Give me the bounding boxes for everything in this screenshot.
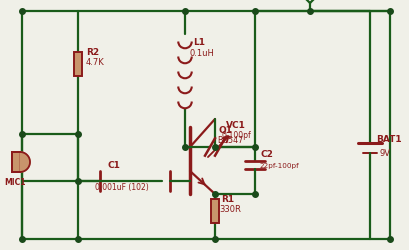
Text: R2: R2 bbox=[86, 48, 99, 57]
Text: L1: L1 bbox=[193, 38, 205, 47]
Text: C1: C1 bbox=[108, 160, 121, 169]
Text: Q1: Q1 bbox=[219, 126, 233, 134]
Bar bbox=[211, 199, 219, 223]
Text: BAT1: BAT1 bbox=[376, 134, 402, 143]
Text: C2: C2 bbox=[261, 150, 274, 158]
Bar bbox=[74, 53, 82, 77]
Text: BC547: BC547 bbox=[217, 136, 243, 144]
Text: 330R: 330R bbox=[219, 204, 241, 213]
Text: 9V: 9V bbox=[380, 148, 391, 157]
Text: 0.001uF (102): 0.001uF (102) bbox=[95, 182, 149, 191]
Text: 0-100pf: 0-100pf bbox=[222, 130, 252, 140]
Text: 22pf-100pf: 22pf-100pf bbox=[259, 162, 299, 168]
Text: R1: R1 bbox=[221, 194, 234, 203]
Text: 4.7K: 4.7K bbox=[86, 58, 105, 67]
Text: MIC1: MIC1 bbox=[4, 177, 25, 186]
Polygon shape bbox=[20, 152, 30, 172]
Bar bbox=[12, 152, 20, 172]
Text: VC1: VC1 bbox=[226, 120, 246, 130]
Text: 0.1uH: 0.1uH bbox=[190, 49, 215, 58]
